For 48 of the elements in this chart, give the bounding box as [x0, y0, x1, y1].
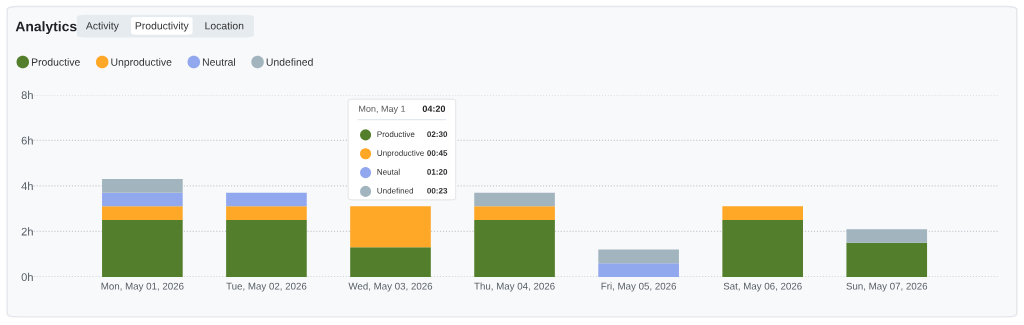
bar: [226, 192, 307, 207]
annotation: 00:23: [427, 187, 448, 194]
x-tick-label: Tue, May 02, 2026: [226, 282, 307, 292]
annotation: 02:30: [427, 131, 448, 138]
bar: [226, 220, 307, 277]
bar: [474, 192, 555, 207]
x-tick-label: Thu, May 04, 2026: [474, 282, 555, 292]
text: Location: [205, 21, 244, 30]
annotation: 00:45: [427, 150, 448, 156]
x-tick-label: Mon, May 01, 2026: [101, 282, 184, 292]
y-tick-label: 6h: [21, 136, 33, 145]
y-tick-label: 4h: [21, 181, 33, 190]
y-tick-label: 0h: [21, 272, 33, 282]
legend-label: Productive: [31, 58, 80, 66]
chart-title: Analytics: [15, 21, 77, 35]
bar: [350, 247, 431, 277]
annotation: Productive: [377, 131, 415, 138]
bar: [598, 263, 679, 277]
bar: [226, 206, 307, 221]
annotation: 04:20: [422, 105, 446, 112]
bar: [846, 229, 928, 243]
bar: [846, 242, 928, 277]
y-tick-label: 2h: [21, 227, 33, 236]
y-tick-label: 8h: [21, 90, 33, 100]
bar: [722, 206, 803, 221]
legend-label: Undefined: [266, 58, 313, 66]
text: Productivity: [135, 21, 189, 32]
legend-label: Unproductive: [111, 58, 172, 68]
annotation: Neutal: [377, 168, 400, 175]
annotation: Unproductive: [377, 149, 424, 158]
bar: [102, 206, 183, 221]
annotation: Mon, May 1: [359, 105, 406, 114]
x-tick-label: Sat, May 06, 2026: [723, 282, 802, 292]
legend-label: Neutral: [202, 58, 235, 66]
bar: [102, 179, 183, 193]
annotation: Undefined: [377, 187, 414, 194]
bar: [474, 220, 555, 277]
bar: [350, 206, 431, 248]
text: Activity: [85, 21, 119, 32]
annotation: 01:20: [427, 169, 448, 175]
bar: [102, 192, 183, 207]
x-tick-label: Wed, May 03, 2026: [348, 282, 433, 292]
x-tick-label: Sun, May 07, 2026: [846, 282, 928, 292]
x-tick-label: Fri, May 05, 2026: [601, 282, 677, 292]
bar: [474, 206, 555, 221]
bar: [722, 220, 803, 277]
bar: [102, 220, 183, 277]
bar: [598, 249, 679, 264]
